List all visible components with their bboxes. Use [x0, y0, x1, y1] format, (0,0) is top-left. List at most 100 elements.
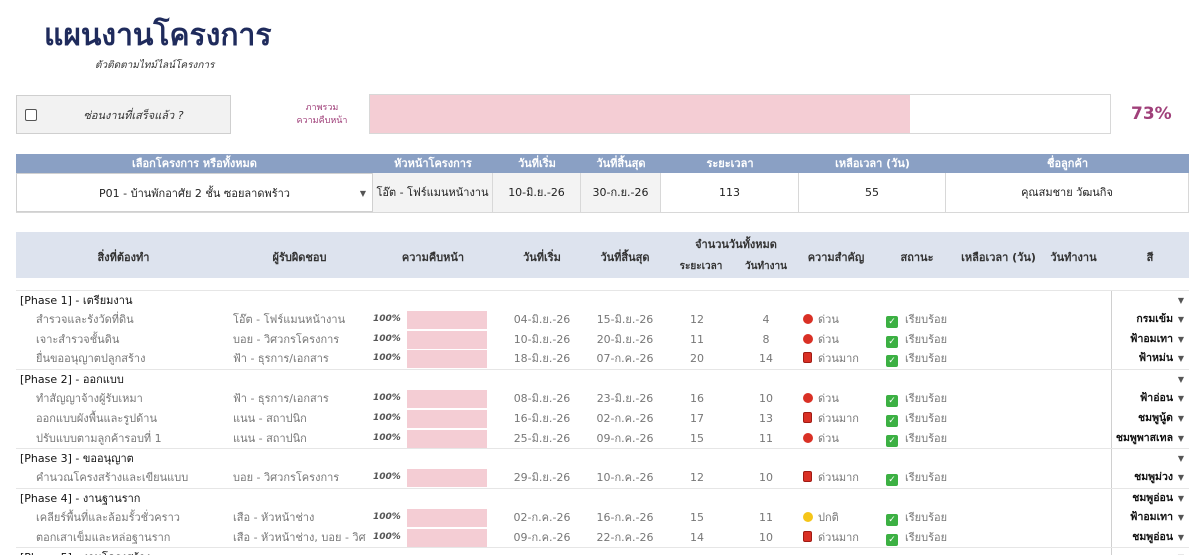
project-remaining: 55 [799, 173, 946, 212]
task-owner: ฟ้า - ธุรการ/เอกสาร [233, 352, 329, 366]
task-row: เจาะสำรวจชั้นดิน บอย - วิศวกรโครงการ 100% 1… [16, 329, 1189, 350]
task-duration: 16 [690, 391, 704, 405]
task-duration: 12 [690, 471, 704, 485]
color-dropdown[interactable]: ▼ [1111, 291, 1189, 311]
chevron-down-icon[interactable]: ▼ [1177, 433, 1184, 443]
color-dropdown[interactable]: ▼ [1111, 548, 1189, 555]
check-icon: ✓ [886, 315, 898, 328]
overall-label-line1: ภาพรวม [305, 103, 339, 113]
task-status-label: เรียบร้อย [905, 530, 948, 544]
task-row: สำรวจและรังวัดที่ดิน โอ๊ต - โฟร์แมนหน้างา… [16, 309, 1189, 330]
header-select-project: เลือกโครงการ หรือทั้งหมด [132, 157, 257, 170]
task-end: 15-มิ.ย.-26 [596, 312, 654, 326]
task-status: ✓ เรียบร้อย [886, 528, 966, 548]
phase-name: [Phase 5] - งานโครงสร้าง [20, 548, 420, 555]
task-owner: บอย - วิศวกรโครงการ [233, 332, 340, 346]
phase-row: [Phase 3] - ขออนุญาต ▼ [16, 448, 1189, 470]
task-status: ✓ เรียบร้อย [886, 310, 966, 330]
task-progress-bar [407, 330, 487, 349]
task-priority-label: ด่วน [818, 431, 839, 445]
task-start: 08-มิ.ย.-26 [513, 391, 571, 405]
color-dropdown[interactable]: ชมพูอ่อน ▼ [1111, 527, 1189, 548]
task-priority: ด่วนมาก [803, 349, 883, 369]
chevron-down-icon[interactable]: ▼ [1177, 532, 1184, 542]
task-row: ทำสัญญาจ้างผู้รับเหมา ฟ้า - ธุรการ/เอกสาร… [16, 388, 1189, 409]
task-status-label: เรียบร้อย [905, 431, 948, 445]
col-total-days: จำนวนวันทั้งหมด [695, 238, 777, 251]
task-status: ✓ เรียบร้อย [886, 429, 966, 449]
task-name: ตอกเสาเข็มและหล่อฐานราก [36, 530, 171, 544]
task-end: 23-มิ.ย.-26 [596, 391, 654, 405]
task-duration: 15 [690, 431, 704, 445]
task-priority: ด่วนมาก [803, 528, 883, 548]
col-workdays: วันทำงาน [745, 261, 787, 272]
task-row: ปรับแบบตามลูกค้ารอบที่ 1 แนน - สถาปนิก 100… [16, 428, 1189, 449]
color-dropdown[interactable]: ชมพูพาสเทล ▼ [1111, 428, 1189, 449]
task-duration: 11 [690, 332, 704, 346]
task-name: เจาะสำรวจชั้นดิน [36, 332, 120, 346]
project-dropdown[interactable]: P01 - บ้านพักอาศัย 2 ชั้น ซอยลาดพร้าว ▼ [16, 173, 373, 212]
task-priority: ด่วนมาก [803, 409, 883, 429]
task-duration: 14 [690, 530, 704, 544]
chevron-down-icon[interactable]: ▼ [1177, 334, 1184, 344]
check-icon: ✓ [886, 474, 898, 487]
col-task: สิ่งที่ต้องทำ [97, 251, 150, 264]
task-name: คำนวณโครงสร้างและเขียนแบบ [36, 471, 189, 485]
chevron-down-icon[interactable]: ▼ [1178, 548, 1184, 555]
chevron-down-icon[interactable]: ▼ [359, 189, 366, 198]
color-dropdown[interactable]: กรมเข้ม ▼ [1111, 309, 1189, 330]
hide-completed-toggle[interactable]: ซ่อนงานที่เสร็จแล้ว ? [16, 95, 231, 134]
task-priority-label: ด่วนมาก [818, 471, 859, 485]
project-duration: 113 [661, 173, 799, 212]
task-owner: ฟ้า - ธุรการ/เอกสาร [233, 391, 329, 405]
color-dropdown[interactable]: ฟ้าอ่อน ▼ [1111, 388, 1189, 409]
chevron-down-icon[interactable]: ▼ [1177, 473, 1184, 483]
color-dropdown[interactable]: ชมพูม่วง ▼ [1111, 468, 1189, 488]
task-progress-text: 100% [373, 511, 401, 522]
color-dropdown[interactable]: ชมพูอ่อน ▼ [1111, 488, 1189, 509]
color-dropdown[interactable]: ชมพูนู้ด ▼ [1111, 408, 1189, 429]
task-workdays: 8 [762, 332, 770, 346]
task-owner: แนน - สถาปนิก [233, 431, 307, 445]
task-name: ปรับแบบตามลูกค้ารอบที่ 1 [36, 431, 162, 445]
color-dropdown[interactable]: ฟ้าหม่น ▼ [1111, 349, 1189, 370]
color-dropdown[interactable]: ▼ [1111, 370, 1189, 390]
task-start: 04-มิ.ย.-26 [513, 312, 571, 326]
check-icon: ✓ [886, 394, 898, 407]
chevron-down-icon[interactable]: ▼ [1177, 512, 1184, 522]
task-status: ✓ เรียบร้อย [886, 349, 966, 369]
hide-completed-checkbox[interactable] [25, 108, 37, 121]
task-start: 02-ก.ค.-26 [513, 510, 571, 524]
chevron-down-icon[interactable]: ▼ [1177, 314, 1184, 324]
task-row: ออกแบบผังพื้นและรูปด้าน แนน - สถาปนิก 100%… [16, 408, 1189, 429]
col-color: สี [1146, 251, 1154, 264]
task-duration: 20 [690, 352, 704, 366]
red-circle-icon [803, 392, 813, 403]
red-circle-icon [803, 432, 813, 443]
task-workdays: 11 [759, 431, 773, 445]
col-duration: ระยะเวลา [679, 261, 723, 272]
color-dropdown[interactable]: ฟ้าอมเทา ▼ [1111, 507, 1189, 528]
chevron-down-icon[interactable]: ▼ [1177, 393, 1184, 403]
chevron-down-icon[interactable]: ▼ [1177, 493, 1184, 503]
chevron-down-icon[interactable]: ▼ [1177, 413, 1184, 423]
overall-label-line2: ความคืบหน้า [296, 116, 348, 126]
task-progress-text: 100% [373, 412, 401, 423]
header-end: วันที่สิ้นสุด [596, 157, 646, 170]
chevron-down-icon[interactable]: ▼ [1177, 354, 1184, 364]
task-workdays: 13 [759, 411, 773, 425]
task-start: 25-มิ.ย.-26 [513, 431, 571, 445]
task-row: เคลียร์พื้นที่และล้อมรั้วชั่วคราว เสือ - … [16, 507, 1189, 528]
chevron-down-icon[interactable]: ▼ [1177, 375, 1184, 385]
task-progress-bar [407, 409, 487, 428]
chevron-down-icon[interactable]: ▼ [1177, 296, 1184, 305]
task-name: ออกแบบผังพื้นและรูปด้าน [36, 411, 157, 425]
task-workdays: 10 [759, 471, 773, 485]
chevron-down-icon[interactable]: ▼ [1177, 454, 1184, 464]
siren-icon [803, 352, 812, 364]
color-dropdown-value: ชมพูอ่อน [1132, 530, 1173, 543]
color-dropdown[interactable]: ▼ [1111, 449, 1189, 470]
color-dropdown[interactable]: ฟ้าอมเทา ▼ [1111, 329, 1189, 350]
header-start: วันที่เริ่ม [518, 157, 556, 170]
task-end: 07-ก.ค.-26 [596, 352, 654, 366]
